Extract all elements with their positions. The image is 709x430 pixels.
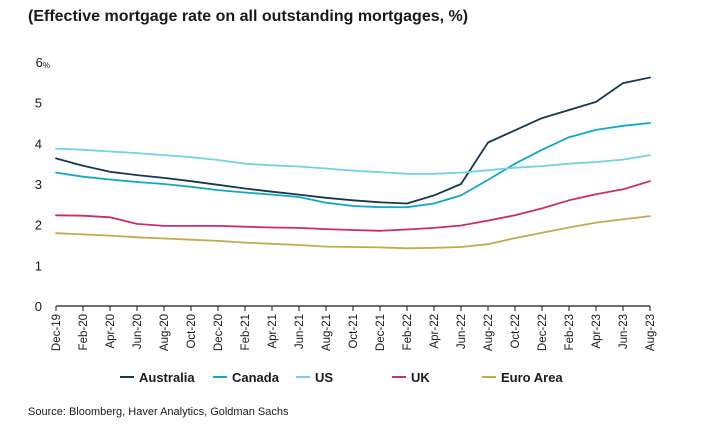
x-tick-label: Dec-22 [537, 314, 549, 351]
y-tick-label: 6% [36, 55, 50, 70]
series-line-euro-area [55, 215, 651, 250]
source-note: Source: Bloomberg, Haver Analytics, Gold… [28, 406, 289, 418]
legend: Australia Canada US UK Euro Area [120, 370, 563, 385]
legend-label-uk: UK [411, 370, 430, 385]
series-line-us [55, 147, 651, 175]
x-tick-label: Apr-22 [429, 314, 441, 349]
x-tick-label: Oct-22 [510, 314, 522, 349]
x-tick-label: Feb-22 [402, 314, 414, 350]
x-tick-label: Oct-21 [348, 314, 360, 349]
legend-label-australia: Australia [139, 370, 195, 385]
y-tick-label: 1 [35, 258, 42, 273]
legend-label-us: US [315, 370, 333, 385]
x-tick-label: Jun-21 [294, 314, 306, 349]
x-tick-label: Jun-23 [618, 314, 630, 349]
x-tick-label: Apr-23 [591, 314, 603, 349]
y-tick-label: 5 [35, 96, 42, 111]
x-tick-label: Feb-23 [564, 314, 576, 350]
x-tick-label: Aug-21 [321, 314, 333, 351]
x-tick-label: Feb-20 [78, 314, 90, 350]
legend-label-euro-area: Euro Area [501, 370, 563, 385]
x-tick-label: Aug-23 [645, 314, 657, 351]
series-line-australia [55, 76, 651, 205]
x-tick-label: Apr-21 [267, 314, 279, 349]
y-tick-label: 2 [35, 218, 42, 233]
x-tick-label: Dec-20 [213, 314, 225, 351]
y-tick-label: 3 [35, 177, 42, 192]
series-line-uk [55, 180, 651, 232]
x-axis: Dec-19 Feb-20 Apr-20 Jun-20 Aug-20 Oct-20 Dec-… [51, 305, 657, 351]
series-lines [55, 76, 651, 250]
x-tick-label: Jun-22 [456, 314, 468, 349]
y-axis: 0 1 2 3 4 5 6% [35, 55, 50, 314]
x-tick-label: Dec-21 [375, 314, 387, 351]
x-tick-label: Dec-19 [51, 314, 63, 351]
y-tick-label: 4 [35, 136, 42, 151]
x-tick-label: Oct-20 [186, 314, 198, 349]
x-tick-label: Aug-20 [159, 314, 171, 351]
y-unit-label: % [43, 61, 50, 70]
x-tick-label: Apr-20 [105, 314, 117, 349]
chart-title: (Effective mortgage rate on all outstand… [28, 8, 469, 25]
series-line-canada [55, 122, 651, 209]
x-tick-label: Jun-20 [132, 314, 144, 349]
y-tick-label: 0 [35, 299, 42, 314]
legend-label-canada: Canada [232, 370, 280, 385]
x-tick-label: Aug-22 [483, 314, 495, 351]
x-tick-label: Feb-21 [240, 314, 252, 350]
